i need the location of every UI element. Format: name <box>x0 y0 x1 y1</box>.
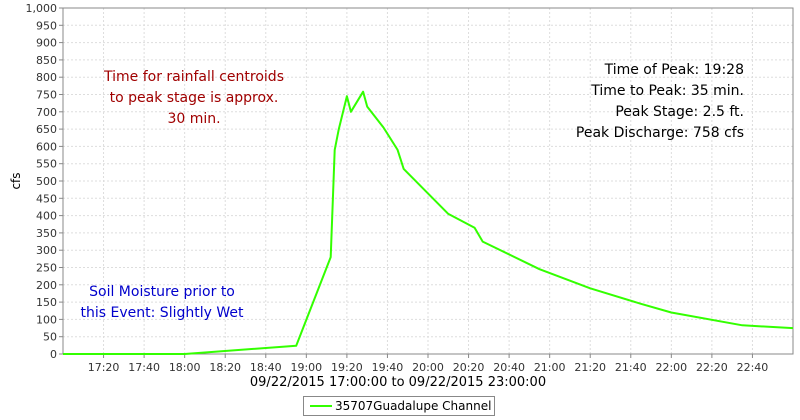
y-tick-label: 950 <box>36 19 57 32</box>
x-tick-label: 19:00 <box>290 361 322 374</box>
y-tick-label: 0 <box>50 348 57 361</box>
x-tick-label: 20:00 <box>412 361 444 374</box>
x-tick-label: 18:00 <box>169 361 201 374</box>
y-tick-label: 750 <box>36 89 57 102</box>
soil-line: Soil Moisture prior to <box>89 284 235 300</box>
y-tick-label: 50 <box>43 331 57 344</box>
y-tick-label: 150 <box>36 296 57 309</box>
x-tick-label: 22:40 <box>737 361 769 374</box>
x-tick-label: 18:20 <box>209 361 241 374</box>
x-axis: 17:20 17:40 18:00 18:20 18:40 19:00 19:20 19:40… <box>88 354 769 374</box>
rainfall-line: Time for rainfall centroids <box>103 69 284 85</box>
series-line <box>63 90 794 355</box>
rainfall-annotation: Time for rainfall centroids to peak stag… <box>84 67 304 130</box>
peak-line: Peak Stage: 2.5 ft. <box>615 104 744 120</box>
x-axis-label: 09/22/2015 17:00:00 to 09/22/2015 23:00:… <box>250 375 546 390</box>
x-tick-label: 19:20 <box>331 361 363 374</box>
x-tick-label: 21:20 <box>574 361 606 374</box>
y-tick-label: 550 <box>36 158 57 171</box>
y-tick-label: 450 <box>36 192 57 205</box>
peak-line: Peak Discharge: 758 cfs <box>575 125 744 141</box>
soil-moisture-annotation: Soil Moisture prior to this Event: Sligh… <box>66 282 258 324</box>
y-tick-label: 650 <box>36 123 57 136</box>
y-tick-label: 200 <box>36 279 57 292</box>
x-tick-label: 18:40 <box>250 361 282 374</box>
y-tick-label: 850 <box>36 54 57 67</box>
y-tick-label: 700 <box>36 106 57 119</box>
peak-line: Time of Peak: 19:28 <box>604 62 744 78</box>
rainfall-line: to peak stage is approx. <box>109 90 279 106</box>
y-tick-label: 300 <box>36 244 57 257</box>
y-tick-label: 250 <box>36 262 57 275</box>
y-tick-label: 400 <box>36 210 57 223</box>
y-tick-label: 100 <box>36 313 57 326</box>
rainfall-line: 30 min. <box>167 111 221 127</box>
y-axis: 0 50 100 150 200 250 300 350 400 450 500 550 600 650 7… <box>26 2 63 361</box>
y-tick-label: 500 <box>36 175 57 188</box>
series-layer <box>63 90 794 355</box>
y-tick-label: 600 <box>36 140 57 153</box>
legend-swatch <box>310 405 332 407</box>
x-tick-label: 17:20 <box>88 361 120 374</box>
legend: 35707Guadalupe Channel <box>303 396 495 416</box>
y-tick-label: 1,000 <box>26 2 58 15</box>
x-tick-label: 19:40 <box>372 361 404 374</box>
x-tick-label: 22:20 <box>696 361 728 374</box>
peak-line: Time to Peak: 35 min. <box>591 83 744 99</box>
y-tick-label: 350 <box>36 227 57 240</box>
x-tick-label: 17:40 <box>128 361 160 374</box>
y-tick-label: 800 <box>36 71 57 84</box>
x-tick-label: 22:00 <box>655 361 687 374</box>
y-tick-label: 900 <box>36 37 57 50</box>
grid-lines <box>63 7 793 355</box>
peak-annotation: Time of Peak: 19:28 Time to Peak: 35 min… <box>540 60 744 144</box>
y-axis-label: cfs <box>9 172 23 189</box>
soil-line: this Event: Slightly Wet <box>80 305 244 321</box>
legend-label: 35707Guadalupe Channel <box>335 399 492 413</box>
x-tick-label: 20:40 <box>493 361 525 374</box>
x-tick-label: 21:00 <box>534 361 566 374</box>
x-tick-label: 20:20 <box>453 361 485 374</box>
x-tick-label: 21:40 <box>615 361 647 374</box>
